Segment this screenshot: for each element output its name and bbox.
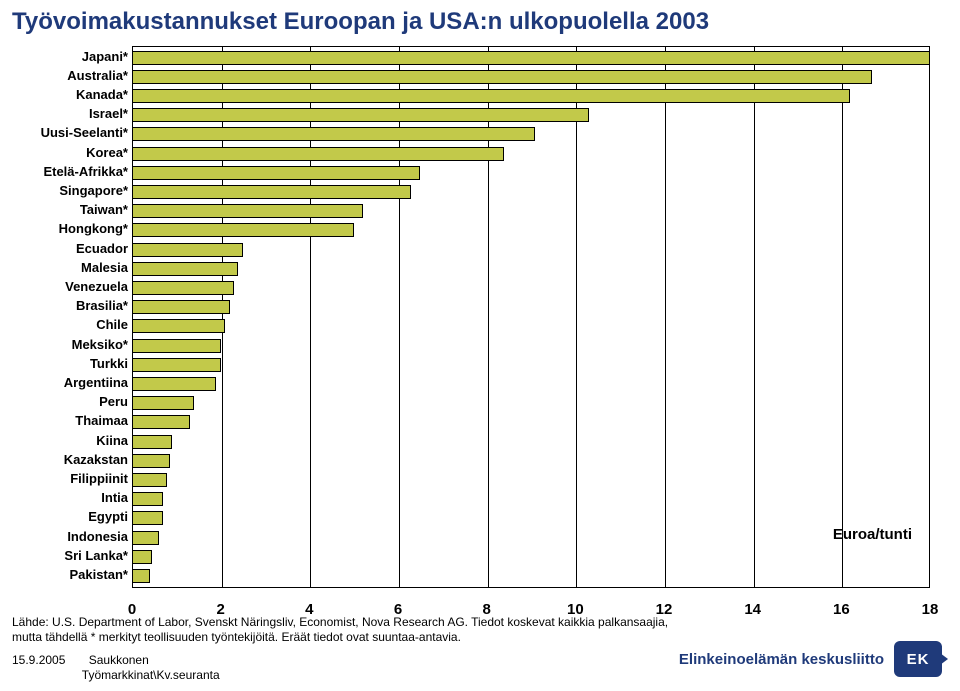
logo-badge-text: EK xyxy=(907,651,930,668)
category-label: Pakistan* xyxy=(12,568,128,582)
bar xyxy=(132,243,243,257)
category-label: Meksiko* xyxy=(12,338,128,352)
org-name: Elinkeinoelämän keskusliitto xyxy=(679,651,884,668)
bar xyxy=(132,492,163,506)
bar xyxy=(132,147,504,161)
bar xyxy=(132,204,363,218)
chart-title: Työvoimakustannukset Euroopan ja USA:n u… xyxy=(0,0,960,40)
bar xyxy=(132,300,230,314)
category-label: Singapore* xyxy=(12,184,128,198)
bar xyxy=(132,89,850,103)
bar xyxy=(132,473,167,487)
bar xyxy=(132,127,535,141)
x-tick-label: 18 xyxy=(922,601,939,618)
bar xyxy=(132,511,163,525)
gridline xyxy=(754,47,755,587)
category-label: Taiwan* xyxy=(12,203,128,217)
category-label: Australia* xyxy=(12,69,128,83)
category-label: Kazakstan xyxy=(12,453,128,467)
bar xyxy=(132,531,159,545)
category-label: Brasilia* xyxy=(12,299,128,313)
category-label: Indonesia xyxy=(12,530,128,544)
gridline xyxy=(842,47,843,587)
bar xyxy=(132,358,221,372)
category-label: Argentiina xyxy=(12,376,128,390)
category-label: Malesia xyxy=(12,261,128,275)
bar xyxy=(132,223,354,237)
category-label: Intia xyxy=(12,491,128,505)
bar xyxy=(132,339,221,353)
footer-author: Saukkonen xyxy=(89,653,149,667)
category-label: Japani* xyxy=(12,50,128,64)
bar xyxy=(132,550,152,564)
bar xyxy=(132,51,930,65)
x-tick-label: 14 xyxy=(744,601,761,618)
bar xyxy=(132,108,589,122)
bar xyxy=(132,70,872,84)
footer-dept: Työmarkkinat\Kv.seuranta xyxy=(82,668,220,682)
category-label: Israel* xyxy=(12,107,128,121)
category-label: Egypti xyxy=(12,510,128,524)
legend-label: Euroa/tunti xyxy=(833,526,912,543)
bar xyxy=(132,319,225,333)
gridline xyxy=(665,47,666,587)
category-label: Etelä-Afrikka* xyxy=(12,165,128,179)
category-label: Ecuador xyxy=(12,242,128,256)
category-label: Sri Lanka* xyxy=(12,549,128,563)
bar xyxy=(132,262,238,276)
bar xyxy=(132,377,216,391)
logo-badge-icon: EK xyxy=(894,641,942,677)
gridline xyxy=(576,47,577,587)
category-label: Turkki xyxy=(12,357,128,371)
category-label: Thaimaa xyxy=(12,414,128,428)
bar xyxy=(132,281,234,295)
bar xyxy=(132,185,411,199)
bar xyxy=(132,435,172,449)
category-label: Chile xyxy=(12,318,128,332)
bar xyxy=(132,396,194,410)
bar xyxy=(132,569,150,583)
x-tick-label: 16 xyxy=(833,601,850,618)
footer-date: 15.9.2005 xyxy=(12,653,65,667)
category-label: Kanada* xyxy=(12,88,128,102)
bar xyxy=(132,415,190,429)
category-label: Korea* xyxy=(12,146,128,160)
category-label: Uusi-Seelanti* xyxy=(12,126,128,140)
category-label: Venezuela xyxy=(12,280,128,294)
org-logo: Elinkeinoelämän keskusliitto EK xyxy=(679,641,942,677)
category-label: Hongkong* xyxy=(12,222,128,236)
bar xyxy=(132,454,170,468)
bar xyxy=(132,166,420,180)
category-label: Peru xyxy=(12,395,128,409)
category-label: Filippiinit xyxy=(12,472,128,486)
source-footer: Lähde: U.S. Department of Labor, Svenskt… xyxy=(12,615,700,645)
footer-meta: 15.9.2005 Saukkonen Työmarkkinat\Kv.seur… xyxy=(12,653,220,683)
category-label: Kiina xyxy=(12,434,128,448)
chart-container: Euroa/tunti 024681012141618Japani*Austra… xyxy=(12,46,940,618)
